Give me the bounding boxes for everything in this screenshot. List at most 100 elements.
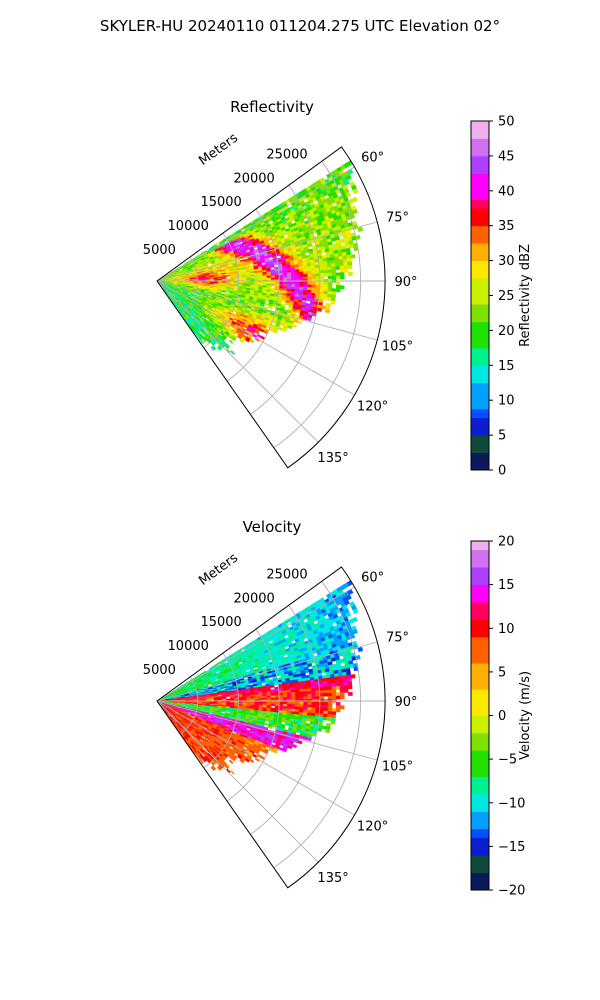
- reflectivity-radar-cell: [323, 272, 329, 277]
- reflectivity-radar-cell: [284, 302, 290, 306]
- velocity-radar-cell: [323, 686, 329, 691]
- reflectivity-radar-cell: [345, 174, 352, 181]
- reflectivity-radar-cell: [278, 275, 284, 278]
- reflectivity-title: Reflectivity: [230, 98, 314, 116]
- reflectivity-radar-cell: [246, 278, 251, 281]
- reflectivity-colorbar-segment: [471, 426, 489, 436]
- velocity-radar-cell: [303, 693, 308, 698]
- reflectivity-radar-cell: [266, 273, 272, 277]
- velocity-radar-cell: [311, 696, 317, 700]
- reflectivity-radar-cell: [335, 285, 341, 290]
- reflectivity-radar-cell: [201, 284, 207, 286]
- reflectivity-radar-cell: [303, 284, 308, 288]
- velocity-radar-cell: [335, 708, 341, 713]
- velocity-radar-cell: [303, 701, 308, 705]
- reflectivity-radar-cell: [335, 282, 341, 286]
- reflectivity-colorbar-segment: [471, 391, 489, 401]
- velocity-radar-cell: [278, 701, 284, 705]
- reflectivity-radar-cell: [348, 271, 353, 276]
- reflectivity-radar-cell: [319, 273, 325, 277]
- reflectivity-radar-cell: [335, 272, 341, 277]
- reflectivity-radar-cell: [181, 282, 186, 284]
- reflectivity-radar-cell: [331, 272, 337, 277]
- reflectivity-radar-cell: [319, 284, 325, 289]
- reflectivity-radar-cell: [327, 282, 333, 286]
- reflectivity-radar-cell: [283, 277, 288, 280]
- reflectivity-colorbar-segment: [471, 286, 489, 296]
- reflectivity-radar-cell: [345, 191, 352, 198]
- velocity-radar-cell: [327, 695, 333, 700]
- velocity-radar-cell: [343, 688, 349, 693]
- velocity-radar-cell: [266, 693, 272, 697]
- reflectivity-colorbar-segment: [471, 216, 489, 227]
- reflectivity-radar-cell: [230, 349, 235, 355]
- reflectivity-colorbar-tick-label: 15: [498, 359, 515, 374]
- reflectivity-colorbar-segment: [471, 173, 489, 183]
- reflectivity-radar-cell: [306, 297, 312, 302]
- reflectivity-azimuth-tick-label: 75°: [386, 211, 409, 226]
- velocity-radar-cell: [327, 692, 333, 697]
- velocity-radar-cell: [282, 694, 288, 698]
- velocity-radar-cell: [339, 692, 345, 697]
- reflectivity-radar-cell: [339, 272, 345, 277]
- velocity-radar-cell: [331, 689, 337, 694]
- velocity-panel: Velocity 500010000150002000025000Meters …: [143, 518, 533, 899]
- reflectivity-colorbar-segment: [471, 443, 489, 453]
- velocity-radar-cell: [348, 691, 353, 696]
- reflectivity-radar-cell: [254, 277, 260, 281]
- velocity-radar-cell: [287, 697, 292, 700]
- velocity-radar-cell: [335, 705, 341, 710]
- velocity-radar-cell: [327, 702, 333, 706]
- reflectivity-colorbar-segment: [471, 408, 489, 419]
- reflectivity-radar-cell: [311, 270, 316, 275]
- reflectivity-radar-cell: [322, 296, 328, 301]
- reflectivity-radar-cell: [193, 283, 198, 285]
- velocity-radar-cell: [303, 696, 308, 700]
- reflectivity-radar-cell: [351, 196, 358, 203]
- reflectivity-colorbar-tick-label: 5: [498, 429, 506, 444]
- velocity-radar-cell: [250, 698, 256, 701]
- reflectivity-radar-cell: [278, 281, 284, 285]
- reflectivity-radar-cell: [307, 273, 313, 278]
- reflectivity-radar-cell: [287, 281, 292, 285]
- reflectivity-radar-cell: [270, 283, 276, 287]
- reflectivity-radar-cell: [347, 264, 353, 270]
- velocity-radar-cell: [307, 704, 313, 708]
- reflectivity-colorbar-segment: [471, 356, 489, 366]
- velocity-radar-cell: [193, 703, 198, 705]
- velocity-radar-cell: [201, 704, 207, 706]
- reflectivity-radar-cell: [299, 271, 304, 275]
- reflectivity-range-tick-label: 15000: [200, 195, 241, 210]
- reflectivity-radar-cell: [335, 288, 341, 293]
- reflectivity-radar-cell: [295, 281, 300, 285]
- reflectivity-radar-cell: [335, 265, 341, 270]
- reflectivity-radar-cell: [209, 283, 215, 285]
- velocity-radar-cell: [299, 701, 304, 705]
- reflectivity-colorbar-segment: [471, 182, 489, 192]
- reflectivity-radar-cell: [319, 281, 325, 286]
- velocity-radar-cell: [307, 696, 313, 700]
- reflectivity-colorbar-segment: [471, 129, 489, 139]
- velocity-radar-cell: [339, 705, 345, 710]
- reflectivity-colorbar-segment: [471, 190, 489, 200]
- reflectivity-radar-cell: [250, 278, 256, 281]
- velocity-title: Velocity: [243, 518, 302, 536]
- velocity-radar-cell: [331, 695, 337, 700]
- reflectivity-radar-cell: [286, 274, 292, 278]
- reflectivity-radar-cell: [326, 297, 332, 302]
- reflectivity-radar-cell: [331, 266, 337, 271]
- velocity-radar-cell: [335, 685, 341, 690]
- reflectivity-colorbar-tick-label: 30: [498, 254, 515, 269]
- reflectivity-radar-cell: [327, 272, 333, 277]
- reflectivity-colorbar-tick-label: 35: [498, 219, 515, 234]
- velocity-radar-cell: [299, 696, 304, 700]
- reflectivity-colorbar-segment: [471, 208, 489, 218]
- reflectivity-range-axis-label: Meters: [196, 131, 241, 169]
- reflectivity-colorbar-segment: [471, 321, 489, 331]
- velocity-radar-cell: [350, 674, 356, 679]
- reflectivity-range-tick-label: 20000: [233, 171, 274, 186]
- reflectivity-colorbar-segment: [471, 400, 489, 410]
- reflectivity-radar-cell: [291, 274, 296, 278]
- velocity-radar-cell: [347, 684, 353, 690]
